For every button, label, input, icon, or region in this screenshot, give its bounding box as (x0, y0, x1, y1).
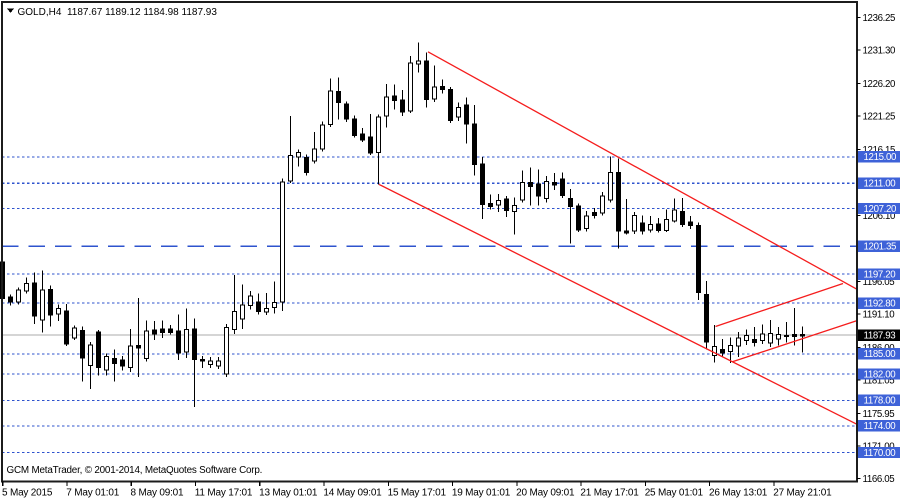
svg-text:5 May 2015: 5 May 2015 (2, 488, 53, 499)
svg-text:GOLD,H4 1187.67 1189.12 1184.: GOLD,H4 1187.67 1189.12 1184.98 1187.93 (18, 7, 218, 18)
svg-text:1187.93: 1187.93 (864, 330, 896, 341)
svg-text:1201.35: 1201.35 (864, 242, 897, 253)
svg-text:27 May 21:01: 27 May 21:01 (773, 488, 832, 499)
svg-text:8 May 09:01: 8 May 09:01 (131, 488, 184, 499)
svg-text:11 May 17:01: 11 May 17:01 (195, 488, 253, 499)
svg-text:26 May 13:01: 26 May 13:01 (709, 488, 768, 499)
svg-text:20 May 09:01: 20 May 09:01 (516, 488, 575, 499)
svg-text:25 May 01:01: 25 May 01:01 (645, 488, 704, 499)
svg-text:1197.20: 1197.20 (864, 270, 897, 281)
svg-text:21 May 17:01: 21 May 17:01 (580, 488, 639, 499)
svg-text:1166.05: 1166.05 (863, 474, 895, 485)
svg-text:1192.80: 1192.80 (864, 299, 897, 310)
svg-text:1174.00: 1174.00 (864, 421, 897, 432)
svg-text:1185.00: 1185.00 (864, 349, 897, 360)
svg-text:1211.00: 1211.00 (864, 179, 897, 190)
svg-text:19 May 01:01: 19 May 01:01 (452, 488, 511, 499)
svg-text:1206.10: 1206.10 (863, 211, 897, 222)
svg-text:14 May 09:01: 14 May 09:01 (323, 488, 382, 499)
svg-text:1178.00: 1178.00 (864, 396, 897, 407)
svg-text:1236.25: 1236.25 (863, 13, 896, 24)
svg-text:1191.10: 1191.10 (863, 310, 896, 321)
svg-text:1221.25: 1221.25 (863, 112, 896, 123)
svg-text:1226.20: 1226.20 (863, 79, 897, 90)
svg-text:1196.05: 1196.05 (863, 277, 895, 288)
svg-text:1170.00: 1170.00 (864, 448, 897, 459)
svg-text:GCM MetaTrader, © 2001-2014, M: GCM MetaTrader, © 2001-2014, MetaQuotes … (7, 465, 263, 476)
svg-text:1182.00: 1182.00 (864, 369, 897, 380)
svg-text:1216.15: 1216.15 (863, 145, 896, 156)
svg-text:7 May 01:01: 7 May 01:01 (66, 488, 119, 499)
svg-text:1207.20: 1207.20 (864, 204, 898, 215)
svg-text:1231.30: 1231.30 (863, 46, 897, 57)
svg-text:1181.05: 1181.05 (863, 376, 895, 387)
svg-text:13 May 01:01: 13 May 01:01 (259, 488, 318, 499)
svg-text:15 May 17:01: 15 May 17:01 (388, 488, 447, 499)
svg-text:1175.95: 1175.95 (863, 409, 895, 420)
svg-text:1215.00: 1215.00 (864, 152, 898, 163)
